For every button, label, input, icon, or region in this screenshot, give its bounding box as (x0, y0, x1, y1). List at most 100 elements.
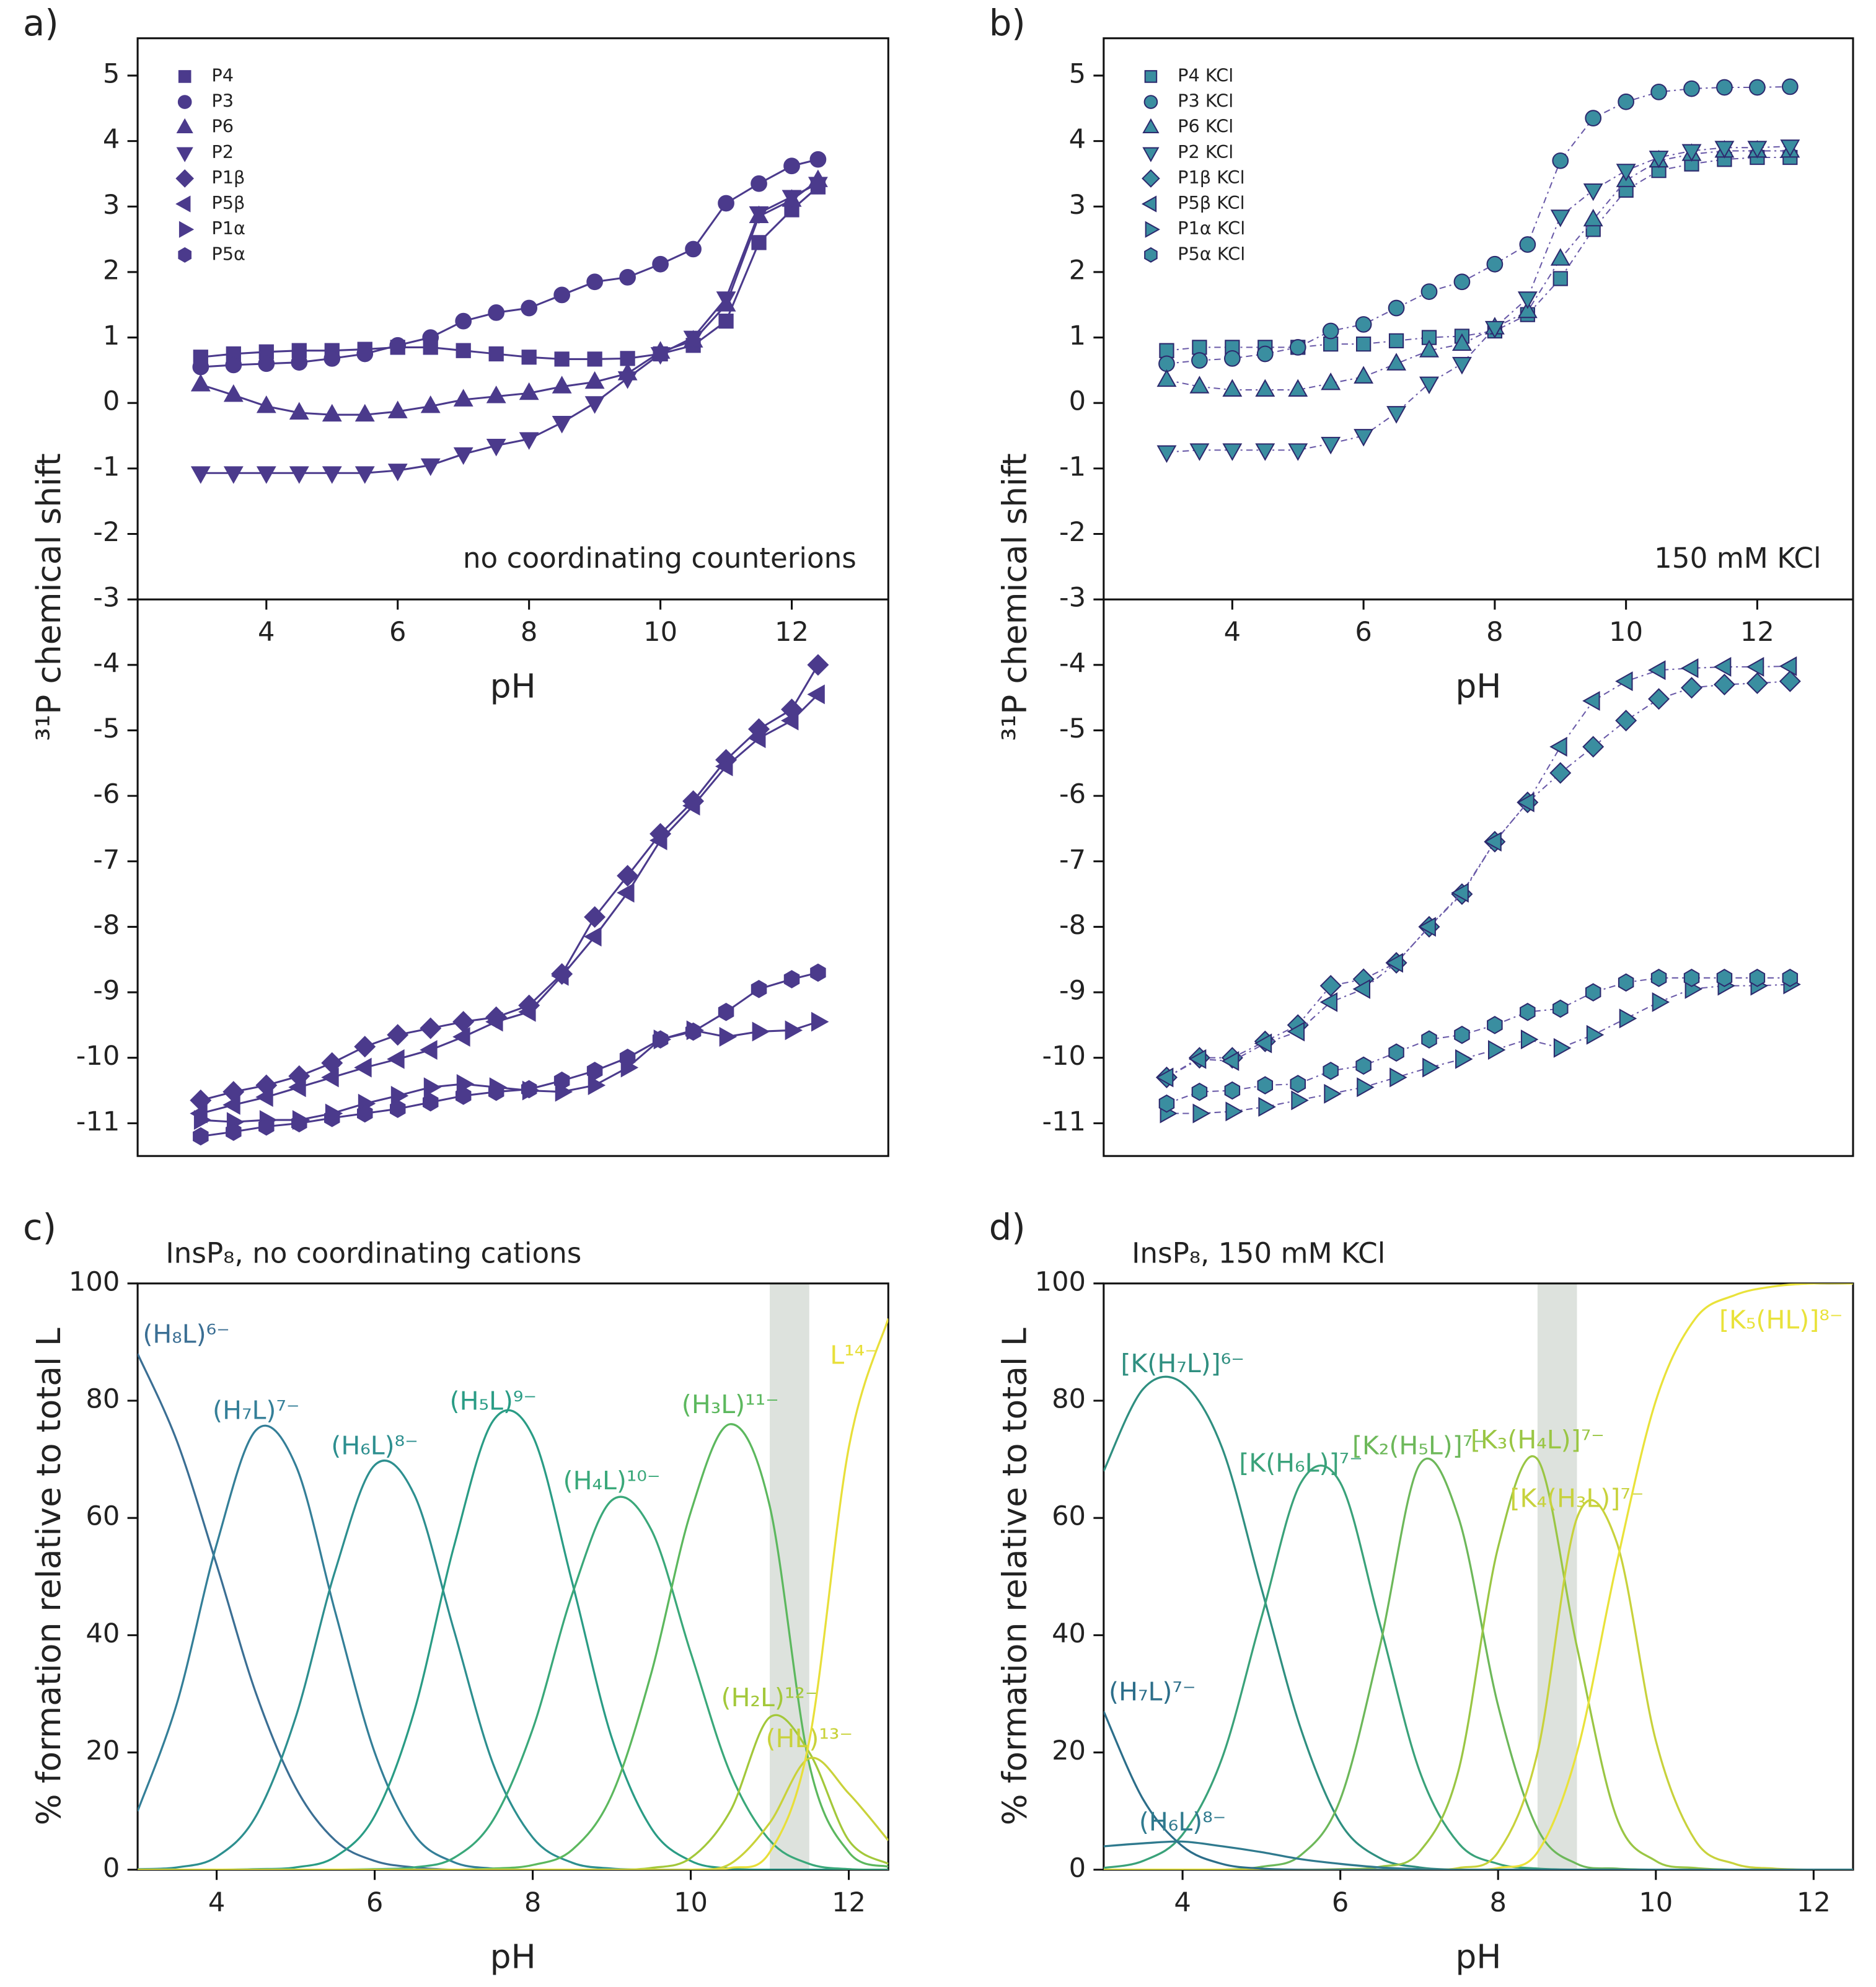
marker (1680, 658, 1699, 679)
marker (1549, 736, 1567, 757)
y-tick-label: 80 (86, 1384, 120, 1415)
marker (1355, 316, 1372, 333)
y-tick-label: -10 (76, 1041, 120, 1072)
series-line (1103, 1840, 1853, 1870)
marker (1322, 322, 1339, 340)
y-axis-title: % formation relative to total L (29, 1328, 68, 1825)
marker (1323, 1062, 1339, 1080)
series-line (1166, 984, 1790, 1114)
marker (291, 354, 308, 371)
marker (1145, 221, 1160, 238)
marker (1615, 710, 1637, 732)
marker (223, 384, 244, 402)
marker (176, 147, 193, 162)
marker (321, 1067, 339, 1088)
plot-frame (136, 37, 889, 1157)
y-tick-label: -9 (1059, 976, 1086, 1007)
y-tick-label: 80 (1052, 1384, 1086, 1415)
marker (1582, 690, 1600, 711)
marker (485, 1011, 503, 1032)
curve-label: (H₅L)⁹⁻ (450, 1386, 537, 1416)
marker (1142, 147, 1160, 162)
x-tick-label: 8 (521, 617, 537, 648)
marker (1357, 1077, 1375, 1098)
marker (175, 169, 194, 188)
highlight-band (1537, 1283, 1577, 1870)
marker (1484, 320, 1505, 339)
marker (1354, 429, 1374, 447)
marker (1782, 969, 1799, 987)
marker (1550, 248, 1570, 266)
marker (617, 883, 635, 903)
series-line (138, 1318, 889, 1870)
marker (1652, 992, 1670, 1012)
marker (521, 299, 538, 317)
marker (176, 118, 193, 133)
y-tick-label: 40 (1052, 1618, 1086, 1649)
marker (554, 351, 570, 367)
panel-label: c) (23, 1207, 56, 1248)
marker (423, 1077, 442, 1098)
legend-label: P6 KCl (1178, 116, 1233, 137)
marker (1749, 79, 1766, 96)
curve-label: L¹⁴⁻ (830, 1340, 878, 1370)
marker (322, 403, 342, 422)
y-tick-label: 5 (1069, 58, 1086, 89)
y-tick-label: -8 (93, 910, 120, 941)
marker (178, 221, 195, 238)
marker (521, 1080, 537, 1099)
x-tick-label: 10 (643, 617, 677, 648)
marker (1586, 1024, 1605, 1045)
marker (256, 395, 276, 413)
y-tick-label: 2 (1069, 255, 1086, 286)
marker (718, 195, 734, 212)
marker (808, 177, 828, 195)
marker (258, 355, 275, 372)
marker (809, 151, 827, 168)
marker (1418, 917, 1436, 937)
marker (387, 400, 408, 418)
panel-label: b) (989, 2, 1026, 44)
marker (1291, 1090, 1309, 1111)
marker (683, 330, 703, 349)
marker (1749, 969, 1766, 987)
curve-label: (H₇L)⁷⁻ (1109, 1677, 1196, 1707)
series-line (1103, 1499, 1853, 1870)
marker (1142, 118, 1160, 133)
marker (1451, 883, 1469, 903)
marker (1319, 992, 1338, 1012)
x-tick-label: 6 (1332, 1887, 1349, 1918)
marker (223, 466, 244, 484)
marker (1159, 343, 1174, 358)
series-line (138, 1424, 889, 1870)
marker (781, 710, 799, 731)
marker (783, 970, 800, 989)
y-tick-label: 60 (86, 1501, 120, 1532)
marker (1781, 78, 1799, 95)
marker (1582, 736, 1605, 758)
marker (387, 1049, 405, 1069)
marker (1552, 152, 1569, 169)
marker (420, 395, 441, 413)
marker (1288, 379, 1308, 397)
marker (1189, 443, 1210, 461)
chart-title: InsP₈, no coordinating cations (165, 1237, 581, 1270)
marker (291, 1114, 307, 1133)
marker (1486, 255, 1504, 273)
marker (719, 1026, 738, 1047)
marker (1453, 273, 1471, 291)
y-tick-label: -5 (93, 713, 120, 744)
y-tick-label: 40 (86, 1618, 120, 1649)
marker (807, 654, 829, 676)
marker (1714, 141, 1735, 159)
marker (1455, 1049, 1473, 1069)
x-axis-title: pH (1455, 667, 1501, 706)
y-tick-label: 0 (103, 1853, 120, 1883)
marker (1355, 1056, 1372, 1075)
marker (553, 286, 571, 304)
marker (1352, 979, 1371, 999)
curve-label: [K(H₆L)]⁷⁻ (1239, 1448, 1363, 1478)
marker (455, 312, 472, 330)
y-tick-label: -7 (93, 844, 120, 875)
marker (1419, 376, 1439, 395)
